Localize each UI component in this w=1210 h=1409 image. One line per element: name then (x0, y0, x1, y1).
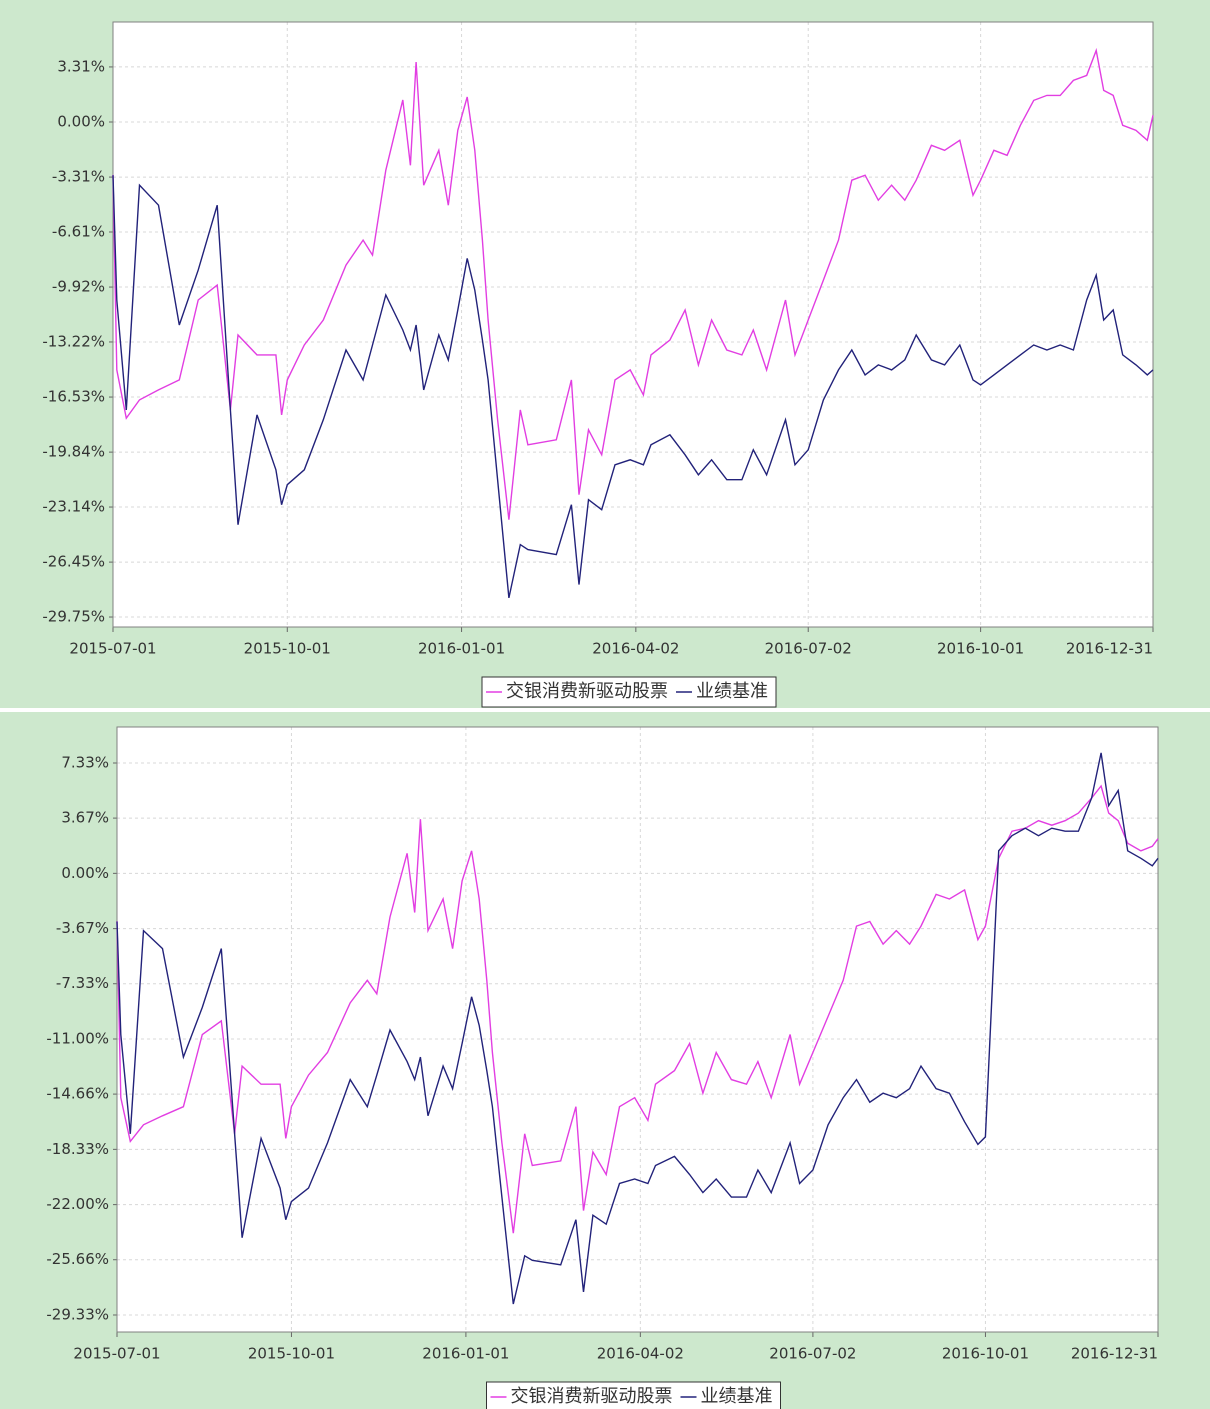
y-tick-label: 0.00% (61, 864, 109, 882)
y-tick-label: 3.31% (57, 57, 105, 75)
plot-border (112, 21, 1154, 628)
series-line (116, 784, 1159, 1234)
legend-label: 交银消费新驱动股票 (506, 681, 668, 702)
legend-box (486, 1381, 781, 1409)
legend-box (481, 676, 777, 708)
legend: 交银消费新驱动股票 业绩基准 (486, 1381, 781, 1409)
y-tick-label: -3.31% (52, 168, 105, 186)
y-tick-label: -23.14% (42, 498, 105, 516)
chart: 3.31% 0.00% -3.31% -6.61% -9.92% -13.22% -16.5… (0, 0, 1210, 708)
y-tick-label: 7.33% (61, 753, 109, 771)
plot-area (117, 727, 1158, 1332)
y-tick-label: -7.33% (56, 974, 109, 992)
x-tick-label: 2016-01-01 (418, 640, 505, 658)
x-tick-label: 2015-07-01 (73, 1345, 160, 1363)
plot-area (113, 22, 1153, 627)
x-tick-label: 2016-10-01 (942, 1345, 1029, 1363)
x-tick-label: 2016-07-02 (765, 640, 852, 658)
y-tick-label: 3.67% (61, 809, 109, 827)
legend-label: 业绩基准 (696, 681, 768, 702)
chart: 7.33% 3.67% 0.00% -3.67% -7.33% -11.00% -14.66… (0, 712, 1210, 1409)
y-tick-label: -16.53% (42, 388, 105, 406)
x-tick-label: 2016-04-02 (592, 640, 679, 658)
y-tick-label: -22.00% (46, 1195, 109, 1213)
y-tick-label: -13.22% (42, 332, 105, 350)
y-tick-label: -19.84% (42, 443, 105, 461)
x-tick-label: 2016-12-31 (1071, 1345, 1158, 1363)
x-tick-label: 2015-10-01 (244, 640, 331, 658)
plot-border (116, 726, 1159, 1333)
legend: 交银消费新驱动股票 业绩基准 (481, 676, 777, 708)
legend-label: 交银消费新驱动股票 (511, 1386, 673, 1407)
x-tick-label: 2016-10-01 (937, 640, 1024, 658)
y-tick-label: -14.66% (46, 1085, 109, 1103)
y-tick-label: -26.45% (42, 553, 105, 571)
y-tick-label: -6.61% (52, 222, 105, 240)
y-tick-label: -9.92% (52, 278, 105, 296)
series-line (112, 175, 1154, 599)
x-tick-label: 2016-04-02 (597, 1345, 684, 1363)
y-tick-label: -11.00% (46, 1029, 109, 1047)
y-tick-label: -18.33% (46, 1140, 109, 1158)
y-tick-label: 0.00% (57, 113, 105, 131)
x-tick-label: 2015-10-01 (248, 1345, 335, 1363)
x-tick-label: 2016-12-31 (1066, 640, 1153, 658)
x-tick-label: 2016-07-02 (769, 1345, 856, 1363)
y-tick-label: -25.66% (46, 1250, 109, 1268)
y-tick-label: -29.33% (46, 1305, 109, 1323)
x-tick-label: 2015-07-01 (69, 640, 156, 658)
y-tick-label: -3.67% (56, 919, 109, 937)
x-tick-label: 2016-01-01 (422, 1345, 509, 1363)
y-tick-label: -29.75% (42, 608, 105, 626)
series-line (112, 47, 1154, 520)
series-line (116, 752, 1159, 1305)
legend-label: 业绩基准 (701, 1386, 773, 1407)
